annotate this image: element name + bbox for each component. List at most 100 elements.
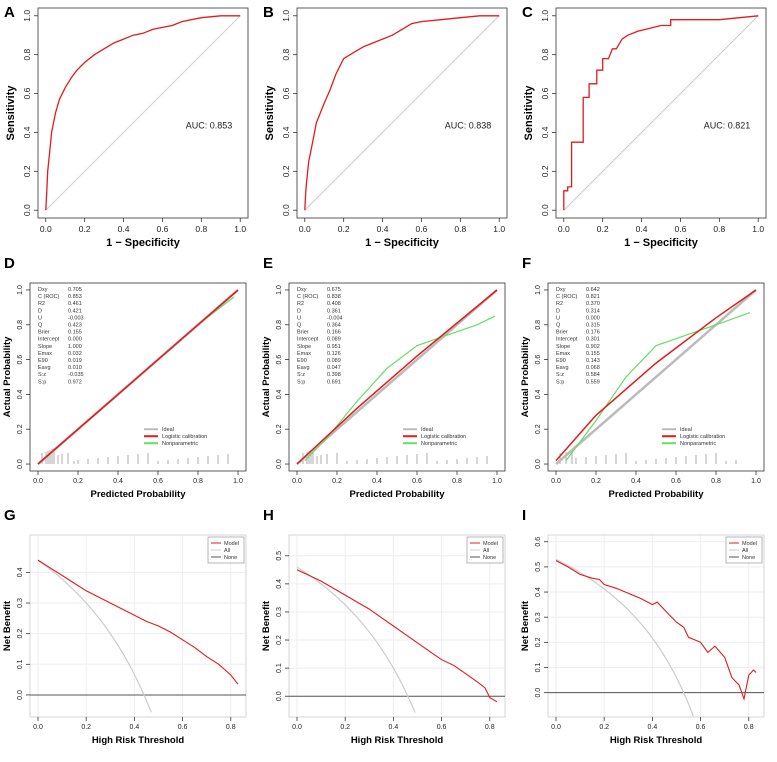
stat-name: Brier	[297, 330, 309, 336]
x-axis-label: 1 − Specificity	[624, 237, 699, 249]
stat-name: Intercept	[38, 337, 60, 343]
y-axis-label: Net Benefit	[261, 600, 272, 651]
stat-name: Intercept	[556, 337, 578, 343]
treat-all-curve	[37, 559, 152, 713]
legend-label: Logistic calibration	[162, 434, 207, 440]
reference-diagonal	[45, 15, 241, 211]
panel-letter: C	[522, 4, 533, 21]
y-tick-label: 0.4	[535, 389, 542, 399]
stat-name: D	[556, 308, 560, 314]
stat-value: 0.361	[327, 308, 341, 314]
x-tick-label: 0.2	[340, 724, 350, 731]
stat-value: 0.019	[68, 358, 82, 364]
y-tick-label: 1.0	[17, 285, 24, 295]
x-axis-label: High Risk Threshold	[610, 735, 703, 746]
x-tick-label: 0.6	[157, 224, 169, 234]
x-tick-label: 0.6	[412, 478, 422, 485]
x-tick-label: 1.0	[751, 478, 761, 485]
y-tick-label: 0.2	[535, 424, 542, 434]
y-tick-label: 0.2	[17, 424, 24, 434]
stat-name: E90	[556, 358, 566, 364]
y-axis-label: Actual Probability	[520, 336, 531, 417]
x-tick-label: 0.4	[648, 724, 658, 731]
y-tick-label: 1.0	[540, 10, 550, 22]
plot-frame	[547, 282, 765, 472]
stat-name: Q	[38, 323, 43, 329]
legend-label: None	[742, 555, 755, 561]
y-tick-label: 0.0	[17, 459, 24, 469]
y-tick-label: 0.3	[17, 598, 24, 608]
y-tick-label: 0.4	[281, 126, 291, 138]
stat-value: 0.010	[68, 365, 82, 371]
stat-name: Eavg	[297, 365, 310, 371]
y-tick-label: 0.8	[281, 48, 291, 60]
stat-value: 0.675	[327, 287, 341, 293]
panel-G: G 0.0 0.2 0.4 0.6 0.8 0.0 0.1 0.2 0.3 0.4 High Risk…	[0, 505, 259, 757]
y-tick-label: 0.6	[281, 87, 291, 99]
y-tick-label: 0.0	[276, 691, 283, 701]
x-tick-label: 0.2	[332, 478, 342, 485]
x-tick-label: 0.6	[153, 478, 163, 485]
y-axis-label: Actual Probability	[2, 336, 13, 417]
stat-name: D	[297, 308, 301, 314]
panel-letter: B	[263, 4, 274, 21]
panel-I: I 0.0 0.2 0.4 0.6 0.8 0.0 0.1 0.2 0.3 0.4 0.5 0.6 Hig…	[518, 505, 777, 757]
y-axis-label: Net Benefit	[2, 600, 13, 651]
plot-frame	[288, 282, 506, 472]
stat-value: 0.559	[586, 379, 600, 385]
treat-all-curve	[296, 566, 416, 713]
y-axis-label: Net Benefit	[520, 600, 531, 651]
y-tick-label: 0.4	[535, 587, 542, 597]
stat-name: C (ROC)	[556, 294, 578, 300]
legend-label: Logistic calibration	[421, 434, 466, 440]
stat-name: E90	[38, 358, 48, 364]
y-tick-label: 0.2	[276, 635, 283, 645]
x-tick-label: 0.6	[416, 224, 428, 234]
panel-D: D 0.0 0.2 0.4 0.6 0.8 1.0 0.0 0.2 0.4 0.6 0.8 1.0 Pre…	[0, 253, 259, 505]
stat-value: 0.089	[327, 358, 341, 364]
y-tick-label: 1.0	[22, 10, 32, 22]
stat-name: E90	[297, 358, 307, 364]
y-tick-label: 1.0	[276, 285, 283, 295]
plot-frame	[555, 7, 767, 219]
y-tick-label: 0.6	[17, 355, 24, 365]
x-tick-label: 0.4	[130, 724, 140, 731]
legend-label: Model	[742, 541, 757, 547]
y-tick-label: 0.5	[276, 551, 283, 561]
auc-annotation: AUC: 0.821	[704, 121, 751, 131]
y-tick-label: 0.2	[540, 165, 550, 177]
plot-frame	[29, 534, 247, 718]
stat-value: 0.176	[586, 330, 600, 336]
x-tick-label: 0.2	[597, 224, 609, 234]
stat-value: 0.089	[327, 337, 341, 343]
y-tick-label: 0.0	[276, 459, 283, 469]
stat-name: C (ROC)	[38, 294, 60, 300]
y-tick-label: 0.1	[535, 663, 542, 673]
x-tick-label: 0.8	[454, 224, 466, 234]
stat-value: 0.126	[327, 351, 341, 357]
x-tick-label: 0.8	[485, 724, 495, 731]
stat-value: 0.705	[68, 287, 82, 293]
x-tick-label: 0.0	[33, 724, 43, 731]
x-tick-label: 0.8	[744, 724, 754, 731]
x-tick-label: 0.6	[675, 224, 687, 234]
legend-label: All	[483, 548, 489, 554]
logistic-calibration-curve	[37, 289, 239, 465]
stat-name: Slope	[297, 344, 311, 350]
y-tick-label: 0.1	[17, 659, 24, 669]
stat-name: Dxy	[297, 287, 307, 293]
stat-value: 0.691	[327, 379, 341, 385]
stat-name: Intercept	[297, 337, 319, 343]
y-tick-label: 0.4	[22, 126, 32, 138]
stat-name: U	[38, 315, 42, 321]
logistic-calibration-curve	[296, 289, 498, 465]
x-tick-label: 0.8	[195, 224, 207, 234]
x-tick-label: 0.6	[437, 724, 447, 731]
y-tick-label: 0.6	[22, 87, 32, 99]
y-axis-label: Sensitivity	[5, 85, 17, 141]
stat-name: S:p	[38, 379, 46, 385]
x-tick-label: 0.2	[81, 724, 91, 731]
x-tick-label: 0.2	[338, 224, 350, 234]
stat-value: 0.423	[68, 323, 82, 329]
stat-value: 0.364	[327, 323, 341, 329]
